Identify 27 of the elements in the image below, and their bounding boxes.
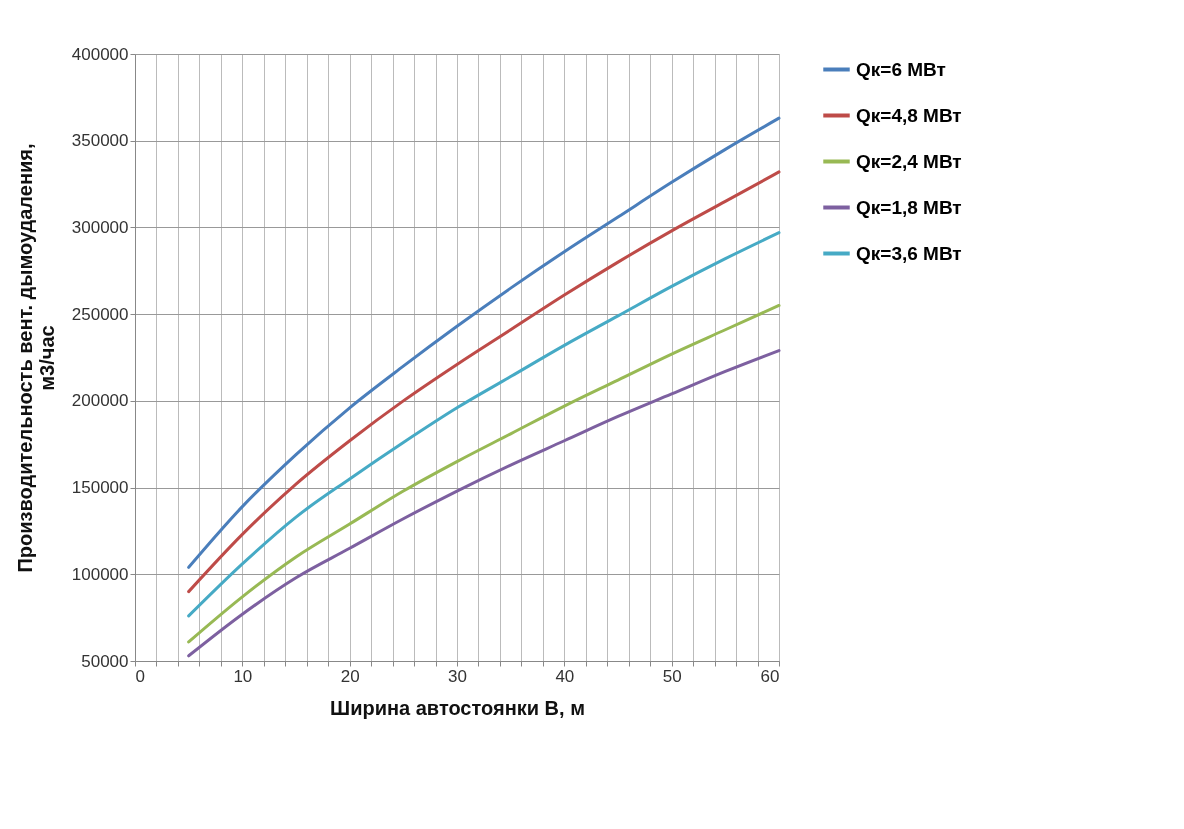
- y-tick-label: 100000: [71, 564, 129, 584]
- x-tick-label: 50: [662, 666, 682, 686]
- line-series: [187, 170, 781, 594]
- y-tick-label: 300000: [71, 217, 129, 237]
- legend-label: Qк=3,6 МВт: [856, 242, 962, 264]
- x-axis-title: Ширина автостоянки B, м: [330, 696, 585, 719]
- legend-label: Qк=1,8 МВт: [856, 196, 962, 218]
- legend-label: Qк=6 МВт: [856, 58, 946, 80]
- line-series: [187, 116, 781, 569]
- x-tick-label: 0: [135, 666, 145, 686]
- x-tick-label: 10: [233, 666, 253, 686]
- legend-label: Qк=2,4 МВт: [856, 150, 962, 172]
- x-tick-label: 60: [760, 666, 780, 686]
- y-tick-label: 250000: [71, 304, 129, 324]
- y-tick-label: 400000: [71, 44, 129, 64]
- line-series: [187, 231, 781, 618]
- legend-label: Qк=4,8 МВт: [856, 104, 962, 126]
- y-tick-label: 150000: [71, 478, 129, 498]
- line-series: [187, 349, 781, 658]
- x-tick-label: 30: [448, 666, 467, 686]
- y-tick-label: 200000: [71, 391, 129, 411]
- y-tick-label: 350000: [71, 131, 129, 151]
- x-tick-label: 40: [555, 666, 575, 686]
- line-series: [187, 303, 781, 644]
- x-tick-label: 20: [340, 666, 360, 686]
- y-axis-title: Производительность вент. дымоудаления, м3/час: [13, 143, 58, 573]
- y-tick-label: 50000: [81, 651, 129, 671]
